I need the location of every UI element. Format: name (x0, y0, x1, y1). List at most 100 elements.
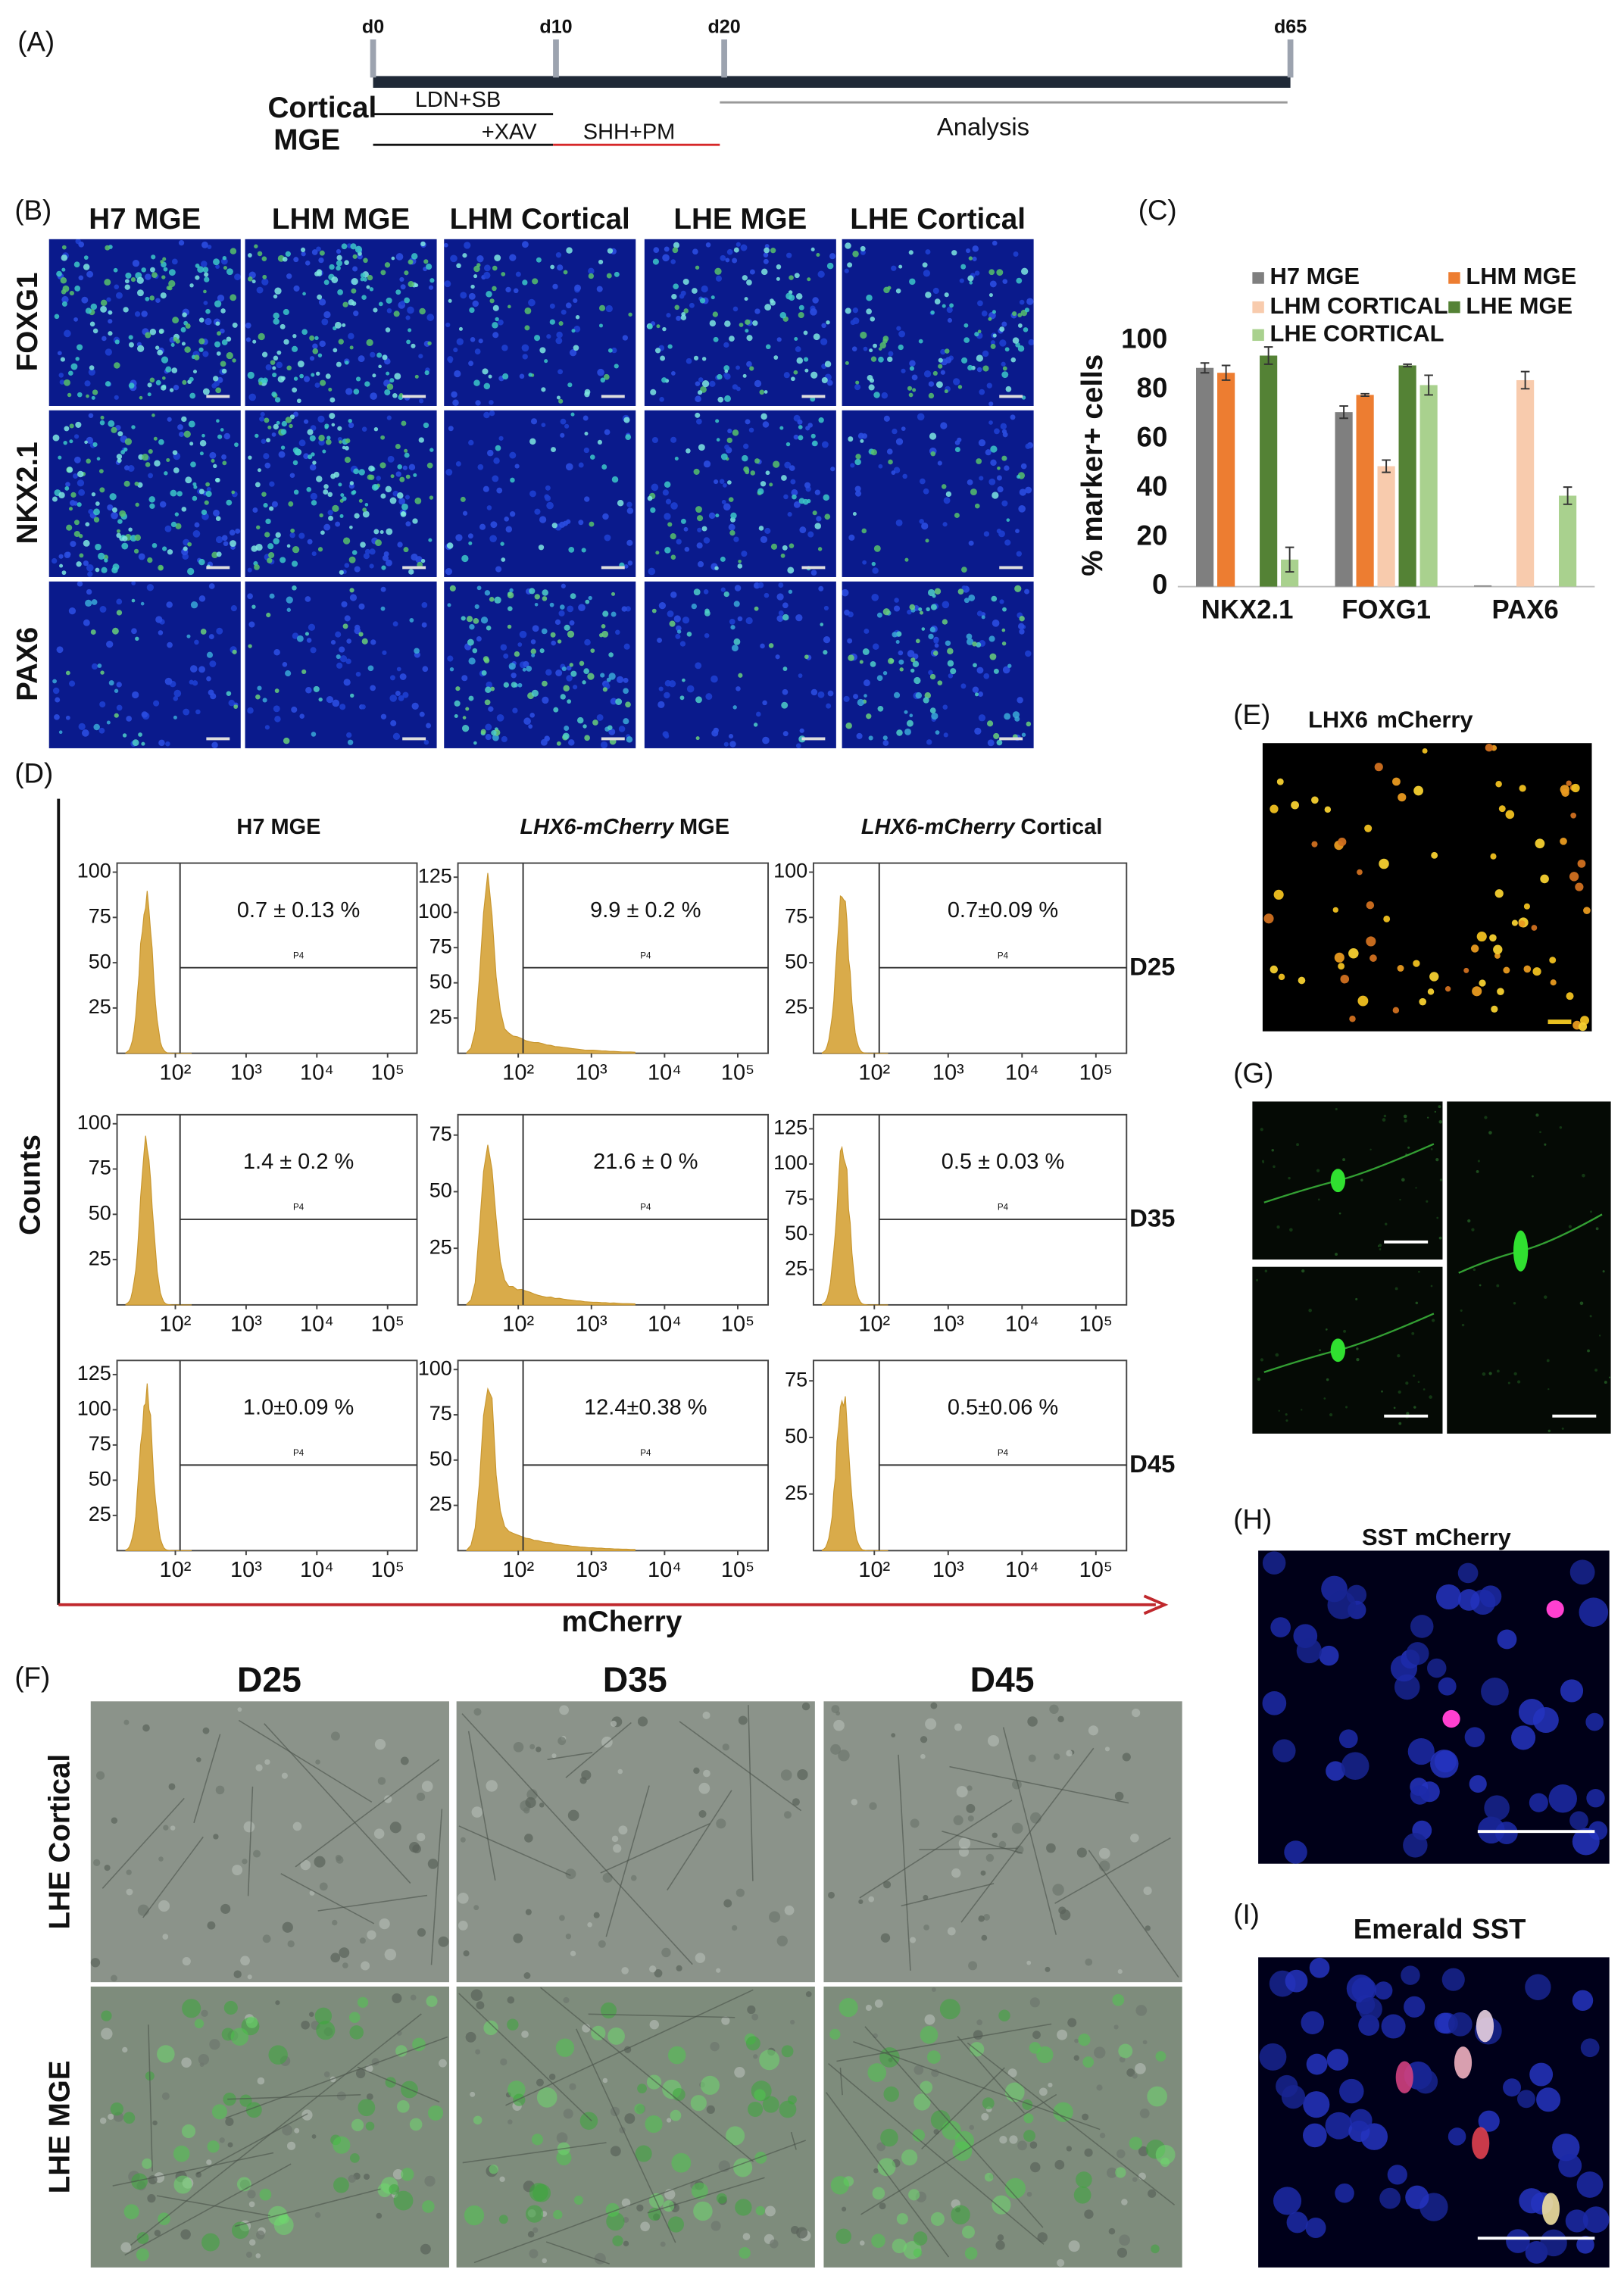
cell (78, 489, 86, 496)
legend-swatch (1252, 301, 1264, 314)
cell (408, 259, 414, 265)
cell (762, 736, 770, 744)
cell (115, 292, 123, 299)
cell (1571, 783, 1580, 793)
cell (377, 1777, 386, 1785)
bar (1559, 495, 1577, 587)
cell (251, 279, 256, 284)
cell (83, 255, 89, 261)
cell (1057, 2258, 1065, 2267)
cell (569, 663, 573, 667)
micrograph-overlay (840, 408, 1035, 579)
cell (602, 610, 609, 617)
cell (126, 1888, 133, 1896)
cell (713, 727, 719, 734)
cell (204, 272, 209, 277)
bar (1474, 585, 1492, 587)
cell (399, 276, 404, 283)
cell (1323, 1397, 1326, 1400)
cell (292, 1821, 302, 1831)
cell (1398, 793, 1407, 802)
cell (539, 1802, 545, 1808)
cell (999, 339, 1007, 347)
cell (507, 624, 512, 629)
cell (1379, 1248, 1382, 1250)
cell (486, 291, 492, 298)
cell (132, 691, 139, 699)
cell (1135, 2005, 1148, 2016)
cell (992, 333, 997, 338)
x-tick-label: 10² (858, 1313, 890, 1337)
cell (350, 243, 357, 250)
cell (423, 739, 429, 745)
cell (747, 2005, 756, 2015)
cell (1023, 2113, 1034, 2124)
cell (339, 1947, 350, 1959)
cell (601, 464, 607, 470)
cell (735, 2199, 752, 2216)
cell (342, 323, 346, 327)
cell (171, 367, 178, 373)
neurite (949, 1765, 1129, 1804)
cell (145, 273, 151, 280)
cell (213, 1834, 219, 1840)
cell (829, 253, 836, 260)
cell (882, 608, 890, 616)
cell (93, 508, 100, 516)
cell (311, 551, 317, 557)
cell (566, 519, 571, 524)
cell (476, 2001, 485, 2010)
cell (942, 601, 950, 609)
cell (470, 2091, 476, 2097)
cell (646, 2074, 662, 2090)
cell (817, 270, 825, 278)
cell (625, 701, 631, 708)
cell (338, 482, 342, 487)
cell (413, 473, 417, 477)
cell (938, 364, 943, 369)
cell (972, 686, 979, 693)
cell (416, 1792, 426, 1802)
cell (378, 364, 382, 369)
cell (307, 429, 314, 435)
x-tick-label: 10⁵ (1079, 1060, 1113, 1085)
cell (573, 685, 578, 690)
cell (352, 266, 358, 272)
bar (1419, 385, 1438, 587)
cell (880, 1933, 891, 1943)
cell (798, 304, 804, 311)
cell (844, 609, 850, 616)
cell (336, 254, 342, 261)
cell (521, 241, 529, 248)
cell (462, 510, 468, 516)
cell (509, 451, 517, 459)
cell (56, 270, 62, 277)
cell (1384, 1222, 1388, 1226)
cell (465, 707, 470, 711)
treatment-label: +XAV (482, 120, 537, 144)
cell (358, 2099, 376, 2117)
cell (1547, 1429, 1551, 1433)
cell (648, 324, 653, 329)
cell (204, 276, 210, 283)
cell (262, 1934, 271, 1943)
cell (73, 456, 81, 464)
cell (409, 2118, 423, 2131)
cell (553, 2209, 563, 2220)
cell (370, 639, 376, 645)
cell (321, 318, 329, 326)
cell (717, 373, 723, 380)
cell (114, 339, 120, 345)
cell (192, 529, 201, 538)
y-tick-label: 25 (785, 1481, 807, 1504)
cell (346, 732, 352, 738)
cell (999, 326, 1005, 332)
cell (959, 278, 964, 283)
column-header-italic: LHX6-mCherry (520, 815, 675, 839)
cell (1048, 2082, 1053, 2088)
cell (692, 288, 698, 294)
cell (611, 611, 617, 617)
cell (405, 474, 411, 479)
cell (223, 432, 231, 440)
cell (386, 415, 392, 420)
